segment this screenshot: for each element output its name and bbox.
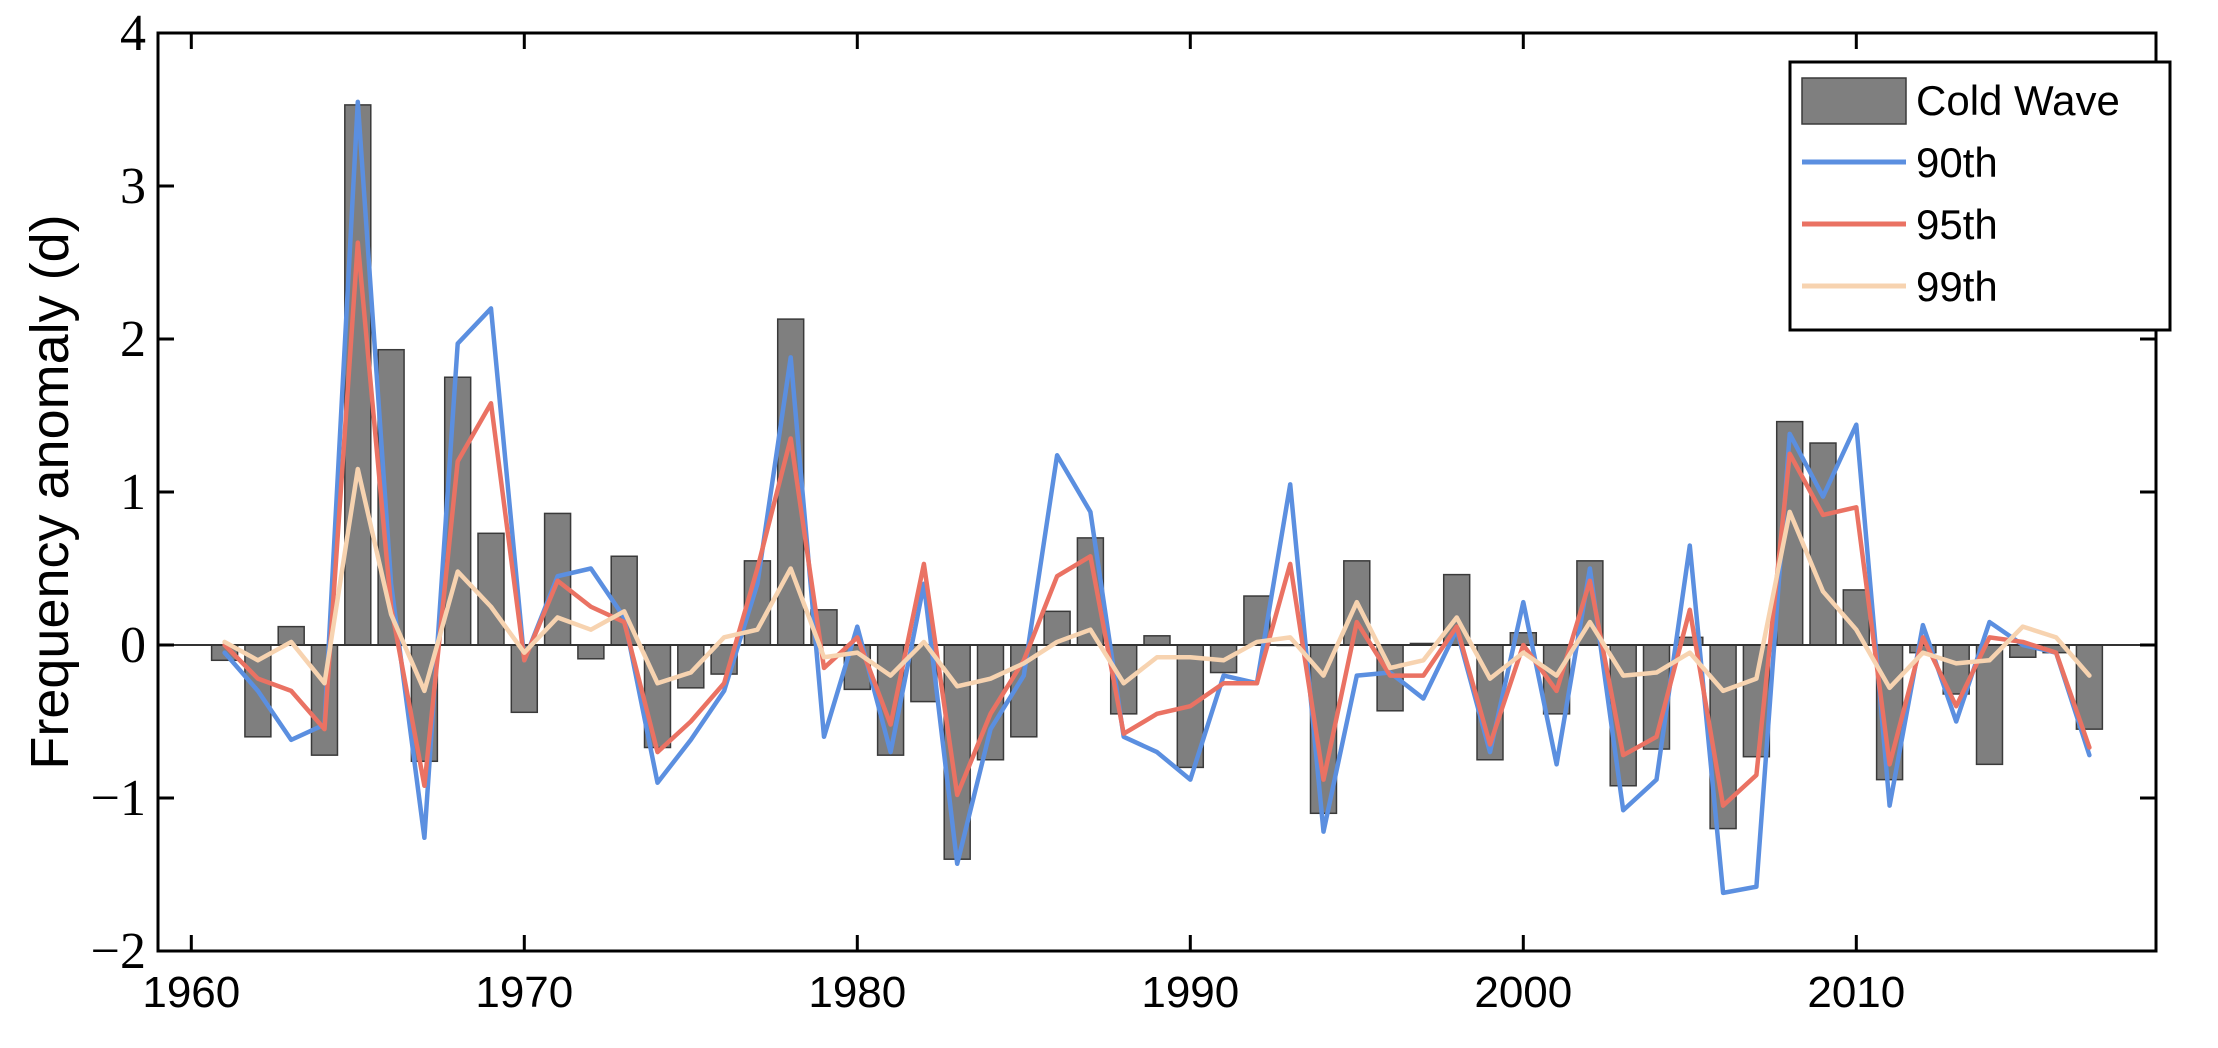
x-tick-label-1990: 1990 xyxy=(1141,968,1239,1017)
legend-label-Cold Wave: Cold Wave xyxy=(1916,77,2120,124)
x-tick-label-1960: 1960 xyxy=(142,968,240,1017)
y-tick-label-3: 3 xyxy=(120,158,146,215)
x-tick-label-1980: 1980 xyxy=(808,968,906,1017)
legend-swatch-Cold Wave xyxy=(1801,77,1907,125)
cold-wave-bar-1969 xyxy=(477,532,505,646)
x-tick-label-1970: 1970 xyxy=(475,968,573,1017)
x-tick-label-2000: 2000 xyxy=(1474,968,1572,1017)
cold-wave-bar-1972 xyxy=(577,644,605,660)
y-tick-label-1: 1 xyxy=(120,464,146,521)
legend: Cold Wave 90th 95th 99th xyxy=(1788,60,2172,332)
y-tick-label-0: 0 xyxy=(120,617,146,674)
y-tick-label--1: −1 xyxy=(91,770,146,827)
series-line-99th xyxy=(222,466,2092,694)
cold-wave-bar-2017 xyxy=(2075,644,2104,730)
legend-label-90th: 90th xyxy=(1916,139,1998,186)
x-tick-label-2010: 2010 xyxy=(1807,968,1905,1017)
x-axis: 1960 1970 1980 1990 2000 2010 xyxy=(142,33,1905,1017)
y-tick-label-4: 4 xyxy=(120,5,146,62)
y-tick-label--2: −2 xyxy=(91,923,146,980)
cold-wave-bar-1975 xyxy=(677,644,705,689)
y-axis: −2 −1 0 1 2 3 4 xyxy=(91,5,2156,980)
cold-wave-bar-1989 xyxy=(1143,635,1171,646)
legend-label-99th: 99th xyxy=(1916,263,1998,310)
legend-label-95th: 95th xyxy=(1916,201,1998,248)
percentile-lines xyxy=(222,99,2092,896)
y-axis-title: Frequency anomaly (d) xyxy=(20,214,80,769)
y-tick-label-2: 2 xyxy=(120,311,146,368)
